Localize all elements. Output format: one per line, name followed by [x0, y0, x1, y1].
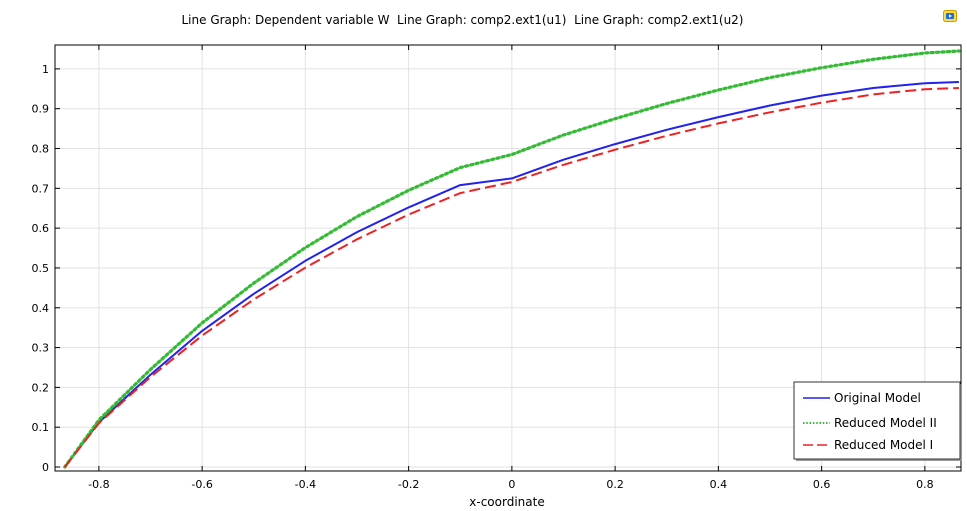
export-image-icon-graphic — [943, 10, 957, 22]
export-image-icon[interactable] — [943, 8, 957, 22]
y-tick-label: 0.2 — [32, 381, 50, 394]
x-tick-label: -0.2 — [398, 478, 419, 491]
y-tick-label: 0.4 — [32, 302, 50, 315]
legend-box — [793, 381, 961, 460]
y-tick-label: 0.8 — [32, 143, 50, 156]
chart-title: Line Graph: Dependent variable W Line Gr… — [181, 13, 744, 27]
x-tick-label: 0.8 — [916, 478, 934, 491]
legend-label: Reduced Model I — [834, 438, 933, 452]
x-tick-label: -0.8 — [88, 478, 109, 491]
y-tick-label: 0.1 — [32, 421, 50, 434]
x-tick-label: -0.4 — [295, 478, 316, 491]
legend-label: Original Model — [834, 391, 921, 405]
x-tick-label: 0.4 — [710, 478, 728, 491]
series-line-original-model — [64, 81, 959, 468]
y-tick-label: 0 — [42, 461, 49, 474]
y-tick-label: 0.5 — [32, 262, 50, 275]
y-tick-label: 0.3 — [32, 342, 50, 355]
x-axis-label: x-coordinate — [469, 495, 544, 509]
y-tick-label: 0.7 — [32, 182, 50, 195]
x-tick-label: 0.6 — [813, 478, 831, 491]
x-tick-label: 0 — [508, 478, 515, 491]
legend-label: Reduced Model II — [834, 416, 937, 430]
series-line-reduced-model-ii — [63, 49, 961, 469]
x-tick-label: -0.6 — [191, 478, 212, 491]
axes-frame — [54, 44, 962, 472]
y-tick-label: 0.6 — [32, 222, 50, 235]
x-tick-label: 0.2 — [606, 478, 624, 491]
y-tick-label: 0.9 — [32, 103, 50, 116]
y-tick-label: 1 — [42, 63, 49, 76]
